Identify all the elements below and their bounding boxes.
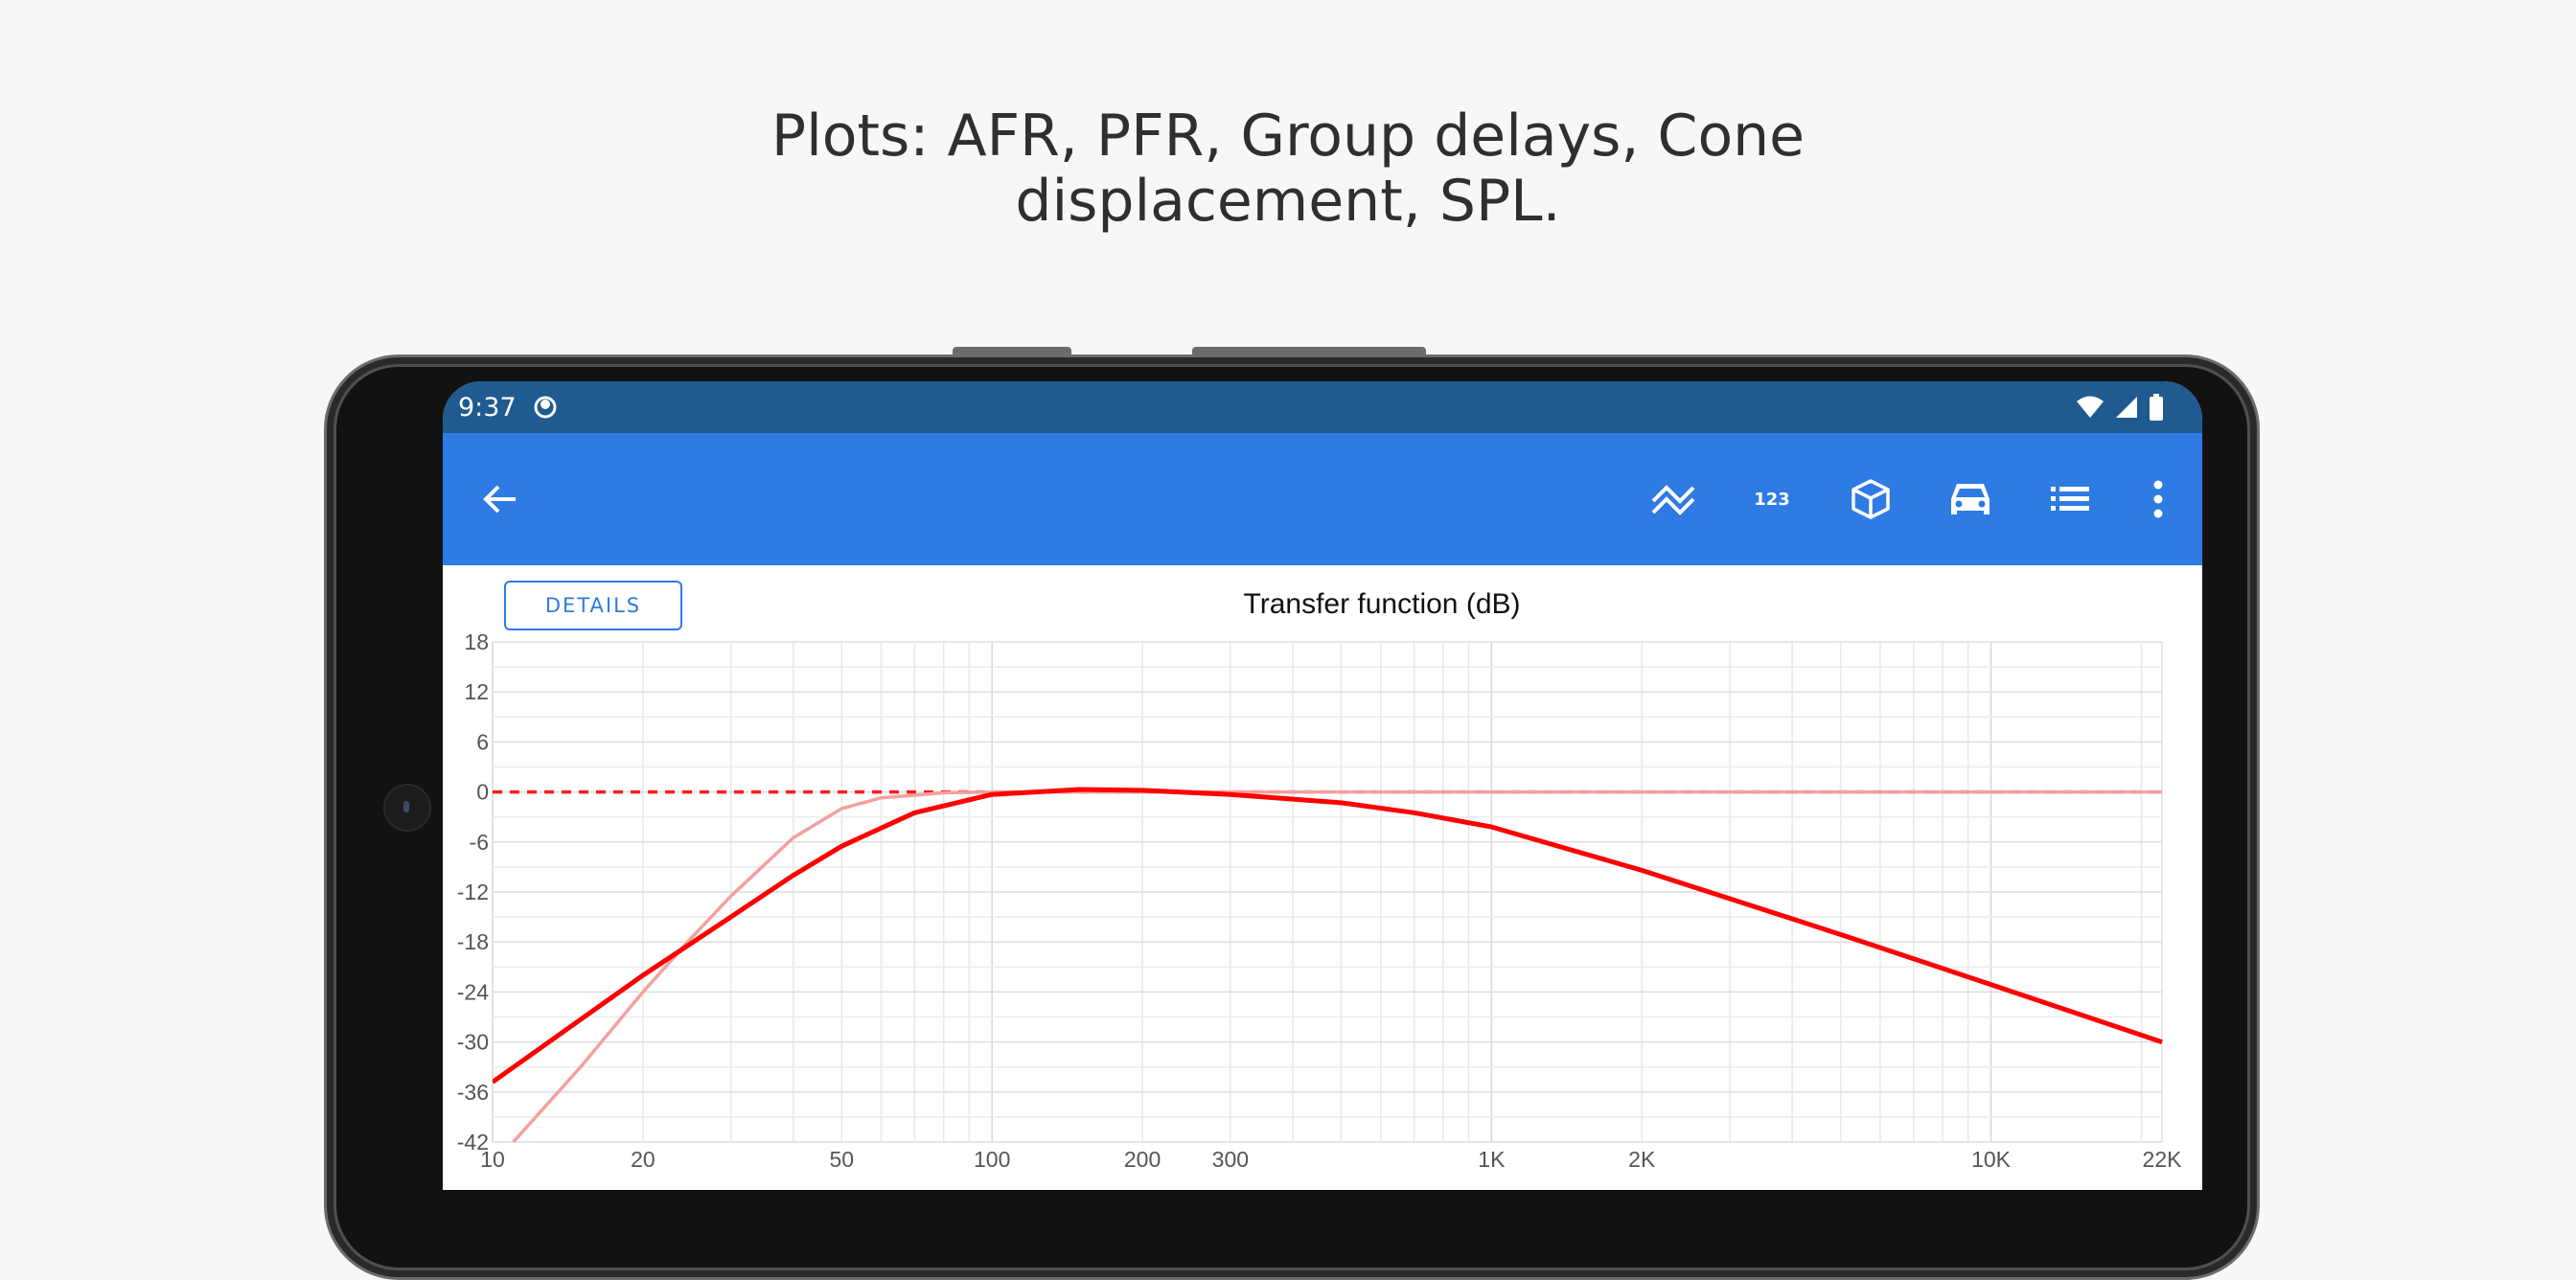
series-line-2 xyxy=(512,789,2162,1144)
front-camera xyxy=(383,784,431,832)
y-tick-label: -36 xyxy=(457,1080,489,1105)
headline-line-1: Plots: AFR, PFR, Group delays, Cone xyxy=(770,103,1806,170)
battery-icon xyxy=(2150,394,2163,421)
y-tick-label: 18 xyxy=(464,629,489,654)
numeric-123-icon[interactable]: 123 xyxy=(1745,472,1799,526)
app-notification-icon xyxy=(534,396,557,419)
y-tick-label: -12 xyxy=(457,880,489,904)
x-tick-label: 50 xyxy=(829,1147,854,1172)
filter-response-icon[interactable] xyxy=(1646,472,1700,526)
x-tick-label: 2K xyxy=(1628,1147,1656,1172)
y-tick-label: 6 xyxy=(476,729,489,754)
y-tick-label: -18 xyxy=(457,929,489,954)
x-tick-label: 10K xyxy=(1971,1147,2012,1172)
x-tick-label: 1K xyxy=(1478,1147,1506,1172)
svg-text:123: 123 xyxy=(1754,490,1790,510)
more-vert-icon[interactable] xyxy=(2131,472,2185,526)
headline-line-2: displacement, SPL. xyxy=(1015,168,1561,235)
y-tick-label: 0 xyxy=(476,780,489,805)
x-tick-label: 22K xyxy=(2143,1147,2183,1172)
y-tick-label: 12 xyxy=(464,679,489,704)
x-tick-label: 300 xyxy=(1212,1147,1249,1172)
car-icon[interactable] xyxy=(1944,472,1997,526)
status-bar: 9:37 xyxy=(443,381,2202,433)
y-tick-label: -30 xyxy=(457,1030,489,1055)
app-screen: 9:37 123 xyxy=(443,381,2202,1190)
app-toolbar: 123 xyxy=(443,433,2202,565)
back-arrow-icon[interactable] xyxy=(473,472,527,526)
y-tick-label: -6 xyxy=(470,830,489,855)
promo-headline: Plots: AFR, PFR, Group delays, Cone disp… xyxy=(0,103,2576,234)
x-tick-label: 10 xyxy=(480,1147,505,1172)
status-icons xyxy=(2076,394,2164,421)
status-time: 9:37 xyxy=(458,393,517,423)
wifi-icon xyxy=(2077,396,2104,418)
details-button[interactable]: DETAILS xyxy=(504,581,682,630)
y-tick-label: -42 xyxy=(457,1130,489,1154)
x-tick-label: 100 xyxy=(974,1147,1010,1172)
chart-title: Transfer function (dB) xyxy=(1243,588,1521,620)
x-tick-label: 20 xyxy=(631,1147,656,1172)
box-3d-icon[interactable] xyxy=(1844,472,1898,526)
series-line-3 xyxy=(493,787,2163,1085)
list-icon[interactable] xyxy=(2043,472,2097,526)
y-tick-label: -24 xyxy=(457,979,489,1004)
cellular-signal-icon xyxy=(2116,397,2137,418)
x-tick-label: 200 xyxy=(1124,1147,1161,1172)
